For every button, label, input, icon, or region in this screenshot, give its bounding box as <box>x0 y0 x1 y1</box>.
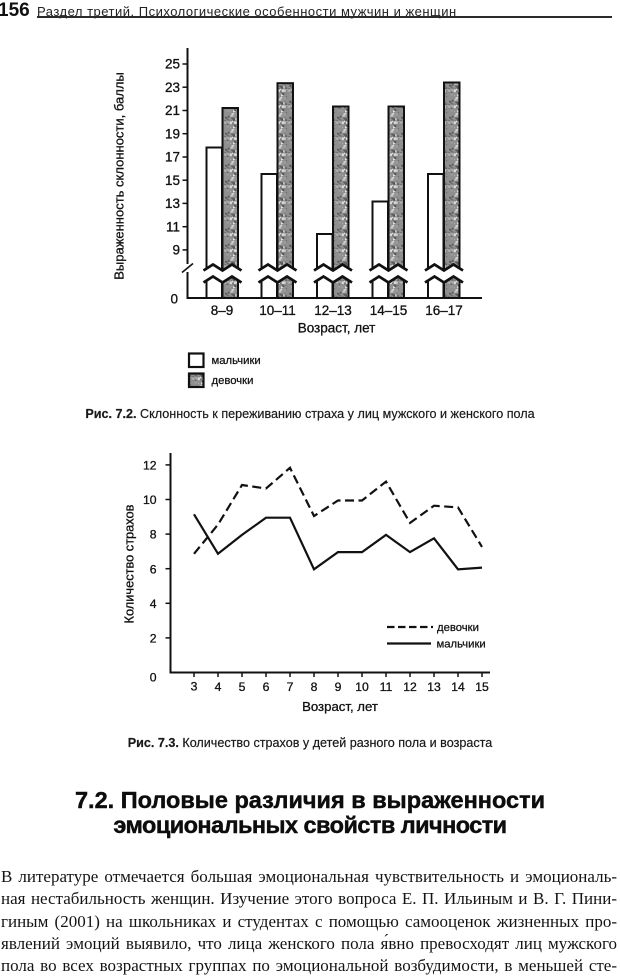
svg-text:мальчики: мальчики <box>437 639 486 651</box>
svg-text:4: 4 <box>150 597 157 611</box>
svg-text:11: 11 <box>166 219 180 234</box>
svg-text:15: 15 <box>165 173 180 188</box>
svg-text:Возраст, лет: Возраст, лет <box>302 699 378 714</box>
svg-text:4: 4 <box>215 680 222 694</box>
svg-text:15: 15 <box>475 680 489 694</box>
svg-text:3: 3 <box>191 680 198 694</box>
svg-text:девочки: девочки <box>437 622 479 634</box>
svg-text:19: 19 <box>165 126 180 141</box>
svg-text:23: 23 <box>165 80 180 95</box>
svg-text:0: 0 <box>170 292 178 307</box>
svg-text:Возраст, лет: Возраст, лет <box>298 321 376 336</box>
svg-text:14–15: 14–15 <box>370 303 408 318</box>
svg-text:25: 25 <box>165 57 180 72</box>
svg-text:12: 12 <box>143 458 157 472</box>
svg-text:Выраженность склонности, баллы: Выраженность склонности, баллы <box>112 72 127 280</box>
svg-text:12–13: 12–13 <box>314 303 352 318</box>
svg-text:10–11: 10–11 <box>259 303 296 318</box>
svg-text:6: 6 <box>150 562 157 576</box>
svg-text:17: 17 <box>165 150 180 165</box>
svg-text:мальчики: мальчики <box>212 355 261 367</box>
svg-text:13: 13 <box>165 196 180 211</box>
svg-text:5: 5 <box>239 680 246 694</box>
svg-text:2: 2 <box>150 632 157 646</box>
svg-text:8–9: 8–9 <box>211 303 234 318</box>
svg-text:6: 6 <box>263 680 270 694</box>
svg-text:8: 8 <box>311 680 318 694</box>
svg-text:12: 12 <box>403 680 417 694</box>
svg-text:Количество страхов: Количество страхов <box>122 504 137 623</box>
svg-text:девочки: девочки <box>212 375 254 387</box>
svg-text:13: 13 <box>427 680 441 694</box>
svg-text:21: 21 <box>165 103 180 118</box>
svg-text:16–17: 16–17 <box>425 303 463 318</box>
svg-text:8: 8 <box>150 528 157 542</box>
svg-text:9: 9 <box>172 243 180 258</box>
svg-text:0: 0 <box>150 671 157 685</box>
svg-text:14: 14 <box>451 680 465 694</box>
svg-text:7: 7 <box>287 680 294 694</box>
svg-text:11: 11 <box>380 680 393 694</box>
svg-text:10: 10 <box>143 493 157 507</box>
svg-text:9: 9 <box>335 680 342 694</box>
svg-text:10: 10 <box>355 680 369 694</box>
